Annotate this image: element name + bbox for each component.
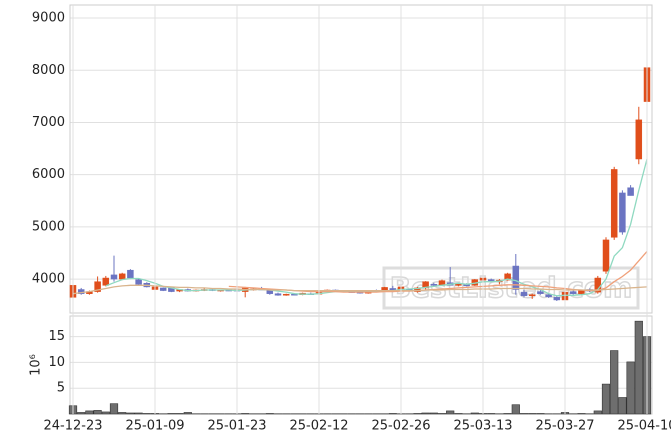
x-tick-label: 25-01-23 <box>207 419 266 434</box>
candle-body <box>553 297 561 301</box>
volume-bar <box>109 403 119 415</box>
candle-body <box>569 291 577 294</box>
volume-bar <box>142 413 151 415</box>
candle-body <box>94 281 101 292</box>
volume-bar <box>593 410 602 415</box>
volume-bar <box>454 413 463 415</box>
x-tick-label: 25-01-09 <box>125 419 184 434</box>
y-tick-label: 5000 <box>32 219 65 234</box>
volume-bar <box>265 413 274 415</box>
volume-bar <box>429 412 438 415</box>
candle-body <box>520 291 528 297</box>
candle-body <box>610 169 618 238</box>
volume-bar <box>388 413 397 415</box>
volume-bar <box>175 413 184 415</box>
y-tick-label: 4000 <box>32 272 65 287</box>
volume-bar <box>618 397 627 415</box>
y-tick-label: 8000 <box>32 63 65 78</box>
volume-bar <box>93 410 102 415</box>
volume-bar <box>183 412 192 415</box>
y-tick-label: 9000 <box>32 11 65 26</box>
candle-body <box>602 239 610 272</box>
candle-body <box>627 187 634 196</box>
y-tick-label: 6000 <box>32 167 65 182</box>
volume-bar <box>413 413 422 415</box>
candle-body <box>545 294 552 298</box>
candle-body <box>110 274 118 280</box>
plot-frame <box>69 4 653 314</box>
candle-body <box>159 287 167 291</box>
volume-bar <box>519 413 529 415</box>
candle-body <box>430 284 438 286</box>
candle-body <box>102 277 110 286</box>
x-tick-label: 24-12-23 <box>43 419 102 434</box>
y-tick-label: 15 <box>48 329 65 344</box>
candle-body <box>118 273 126 280</box>
candle-body <box>127 269 134 279</box>
volume-bar <box>610 350 619 415</box>
volume-bar <box>446 410 455 415</box>
volume-bar <box>421 412 430 415</box>
volume-bar <box>503 413 512 415</box>
volume-bar <box>241 413 250 415</box>
volume-bar <box>528 413 537 415</box>
volume-bar <box>167 413 176 415</box>
candle-body <box>528 294 536 296</box>
candle-body <box>635 119 643 160</box>
volume-bar <box>487 413 496 415</box>
volume-bar <box>536 413 545 415</box>
y-tick-label: 10 <box>48 355 65 370</box>
candle-body <box>619 192 626 233</box>
x-tick-label: 25-02-26 <box>371 419 430 434</box>
volume-bar <box>601 383 611 415</box>
volume-bar <box>470 412 479 415</box>
volume-bar <box>626 361 635 415</box>
candle-body <box>537 291 544 294</box>
x-tick-label: 25-03-13 <box>453 419 512 434</box>
candle-body <box>135 279 142 285</box>
volume-bar <box>126 412 135 415</box>
volume-bar <box>85 410 94 415</box>
y-tick-label: 5 <box>57 381 65 396</box>
x-tick-label: 25-02-12 <box>289 419 348 434</box>
moving-average <box>72 284 648 295</box>
x-tick-label: 25-03-27 <box>535 419 594 434</box>
candle-body <box>578 290 585 294</box>
volume-bar <box>577 413 586 415</box>
volume-bar <box>101 411 110 415</box>
y-axis-label: 10⁶ <box>29 354 44 376</box>
x-tick-label: 25-04-10 <box>617 419 671 434</box>
candle-body <box>512 265 520 290</box>
volume-bar <box>634 320 643 415</box>
y-tick-label: 7000 <box>32 115 65 130</box>
volume-bar <box>134 412 143 415</box>
volume-bar <box>437 413 447 415</box>
candle-body <box>282 293 290 296</box>
candle-body <box>504 273 511 281</box>
volume-bar <box>511 404 520 415</box>
candle-body <box>274 293 282 296</box>
volume-bar <box>118 412 127 415</box>
volume-bar <box>77 412 86 415</box>
